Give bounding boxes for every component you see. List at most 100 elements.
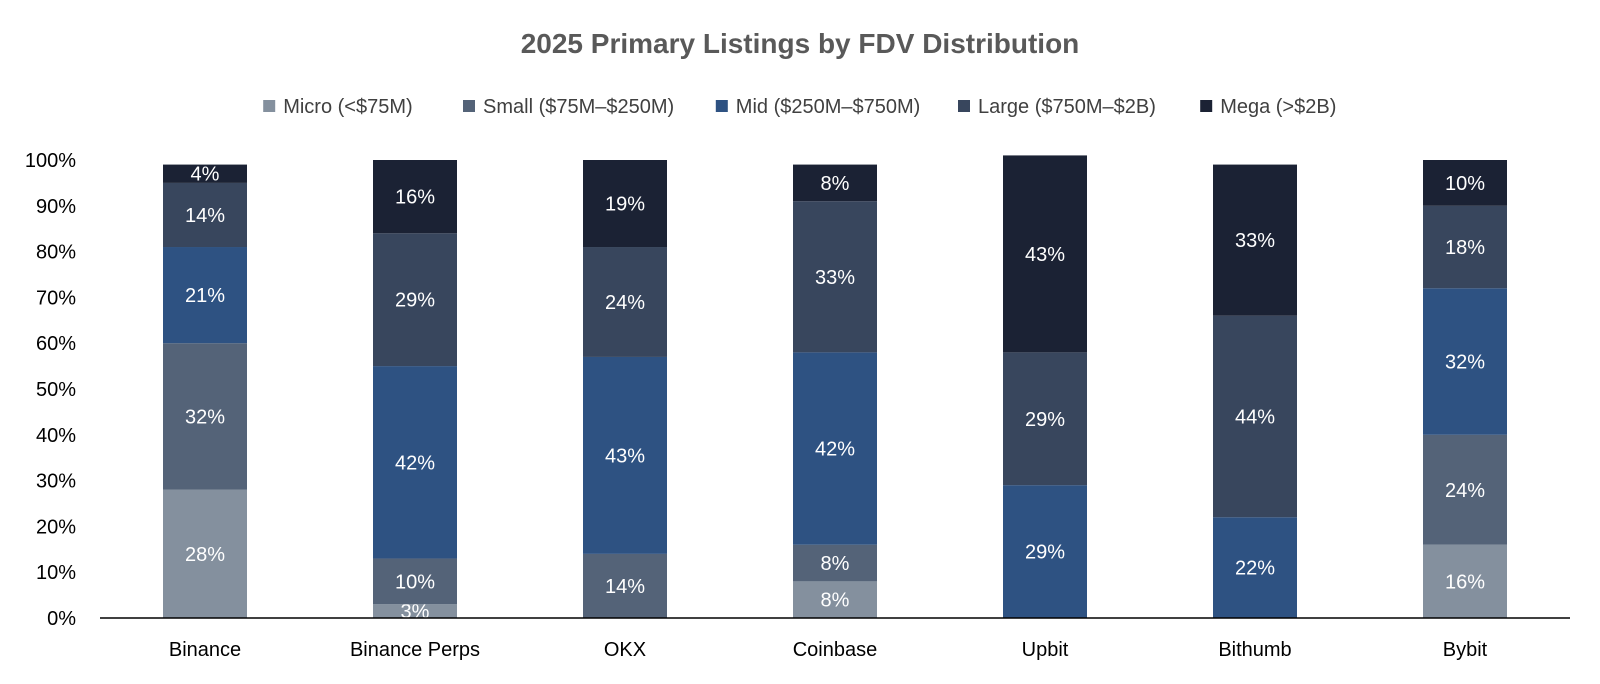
y-tick-label: 20% <box>36 516 76 538</box>
bar-segment-mega-2b <box>793 164 877 202</box>
bar-segment-small-75m-250m <box>583 553 667 618</box>
bar-stack-bybit: 16% 24% 32% 18% 10% <box>1423 160 1507 618</box>
bar-segment-micro-75m <box>1423 544 1507 618</box>
data-label: 3% <box>401 601 430 623</box>
chart-title: 2025 Primary Listings by FDV Distributio… <box>521 28 1080 59</box>
legend-label-mid-250m-750m: Mid ($250M–$750M) <box>736 96 921 118</box>
data-label: 21% <box>185 285 225 307</box>
data-label: 16% <box>395 187 435 209</box>
y-tick-label: 100% <box>25 150 76 172</box>
x-axis: Binance Binance Perps OKX Coinbase Upbit Bith… <box>100 617 1570 661</box>
data-label: 22% <box>1235 558 1275 580</box>
data-label: 10% <box>1445 173 1485 195</box>
bar-segment-mega-2b <box>163 164 247 183</box>
bar-stack-bithumb: 22% 44% 33% <box>1213 164 1297 618</box>
bar-segment-large-750m-2b <box>1213 315 1297 518</box>
y-tick-label: 30% <box>36 471 76 493</box>
legend-swatch-mega-2b <box>1200 100 1213 112</box>
bar-segment-small-75m-250m <box>1423 434 1507 545</box>
bar-segment-mid-250m-750m <box>1423 288 1507 435</box>
legend-swatch-micro-75m <box>263 100 276 112</box>
data-label: 14% <box>605 576 645 598</box>
data-label: 18% <box>1445 237 1485 259</box>
bar-segment-mid-250m-750m <box>373 366 457 559</box>
bar-segment-mid-250m-750m <box>793 352 877 545</box>
data-label: 42% <box>815 439 855 461</box>
x-tick-label-okx: OKX <box>604 639 646 661</box>
legend-swatch-small-75m-250m <box>463 100 475 112</box>
data-label: 29% <box>1025 409 1065 431</box>
bar-segment-large-750m-2b <box>1003 352 1087 486</box>
data-label: 14% <box>185 205 225 227</box>
bar-segment-large-750m-2b <box>793 201 877 353</box>
y-tick-label: 10% <box>36 562 76 584</box>
legend-swatch-mid-250m-750m <box>715 100 728 112</box>
legend-swatch-large-750m-2b <box>958 100 970 112</box>
legend-label-mega-2b: Mega (>$2B) <box>1220 96 1336 118</box>
data-label: 29% <box>1025 542 1065 564</box>
legend: Micro (<$75M) Small ($75M–$250M) Mid ($250… <box>263 96 1336 118</box>
bars: 28% 32% 21% 14% 4% 3% 10% 42% 29% 16% 14% 43% 24% 19%… <box>163 155 1507 623</box>
x-tick-label-upbit: Upbit <box>1022 639 1069 661</box>
data-label: 10% <box>395 571 435 593</box>
data-label: 32% <box>1445 352 1485 374</box>
data-label: 43% <box>1025 244 1065 266</box>
bar-stack-okx: 14% 43% 24% 19% <box>583 160 667 618</box>
bar-segment-micro-75m <box>793 581 877 618</box>
data-label: 32% <box>185 406 225 428</box>
legend-label-micro-75m: Micro (<$75M) <box>283 96 412 118</box>
data-label: 29% <box>395 290 435 312</box>
bar-segment-mid-250m-750m <box>163 247 247 344</box>
bar-stack-coinbase: 8% 8% 42% 33% 8% <box>793 164 877 618</box>
bar-segment-large-750m-2b <box>1423 205 1507 289</box>
data-label: 8% <box>821 590 850 612</box>
data-label: 19% <box>605 194 645 216</box>
x-tick-label-binance-perps: Binance Perps <box>350 639 480 661</box>
bar-segment-mid-250m-750m <box>1213 517 1297 618</box>
x-tick-label-binance: Binance <box>169 639 241 661</box>
x-tick-label-bithumb: Bithumb <box>1218 639 1291 661</box>
bar-segment-micro-75m <box>373 604 457 618</box>
legend-label-small-75m-250m: Small ($75M–$250M) <box>483 96 674 118</box>
bar-segment-small-75m-250m <box>373 558 457 605</box>
x-tick-label-bybit: Bybit <box>1443 639 1488 661</box>
bar-stack-upbit: 29% 29% 43% <box>1003 155 1087 618</box>
bar-segment-mega-2b <box>1003 155 1087 353</box>
y-tick-label: 0% <box>47 608 76 630</box>
bar-segment-mega-2b <box>1213 164 1297 316</box>
legend-label-large-750m-2b: Large ($750M–$2B) <box>978 96 1156 118</box>
data-label: 24% <box>605 292 645 314</box>
bar-segment-mid-250m-750m <box>1003 485 1087 618</box>
data-label: 33% <box>815 267 855 289</box>
data-label: 24% <box>1445 480 1485 502</box>
y-tick-label: 40% <box>36 425 76 447</box>
data-label: 8% <box>821 553 850 575</box>
bar-stack-binance: 28% 32% 21% 14% 4% <box>163 164 247 618</box>
data-label: 28% <box>185 544 225 566</box>
data-label: 16% <box>1445 571 1485 593</box>
bar-segment-small-75m-250m <box>793 544 877 582</box>
data-label: 4% <box>191 164 220 186</box>
data-label: 8% <box>821 173 850 195</box>
bar-segment-micro-75m <box>163 489 247 618</box>
bar-segment-large-750m-2b <box>163 182 247 248</box>
x-tick-label-coinbase: Coinbase <box>793 639 878 661</box>
bar-segment-large-750m-2b <box>583 247 667 357</box>
data-label: 42% <box>395 452 435 474</box>
bar-segment-mega-2b <box>373 160 457 234</box>
y-axis: 0% 10% 20% 30% 40% 50% 60% 70% 80% 90% 100% <box>25 150 76 630</box>
bar-segment-small-75m-250m <box>163 343 247 490</box>
y-tick-label: 60% <box>36 333 76 355</box>
y-tick-label: 50% <box>36 379 76 401</box>
bar-stack-binance-perps: 3% 10% 42% 29% 16% <box>373 160 457 623</box>
y-tick-label: 90% <box>36 196 76 218</box>
data-label: 43% <box>605 445 645 467</box>
bar-segment-mega-2b <box>1423 160 1507 206</box>
data-label: 33% <box>1235 230 1275 252</box>
bar-segment-large-750m-2b <box>373 233 457 367</box>
y-tick-label: 80% <box>36 242 76 264</box>
data-label: 44% <box>1235 406 1275 428</box>
bar-segment-mega-2b <box>583 160 667 248</box>
y-tick-label: 70% <box>36 287 76 309</box>
